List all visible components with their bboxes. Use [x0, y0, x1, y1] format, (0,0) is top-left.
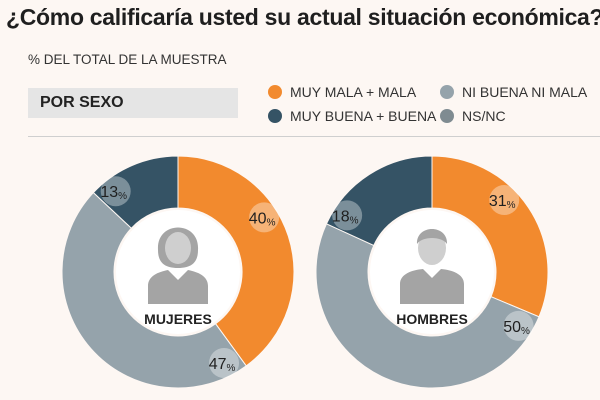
legend-item-muy-buena: MUY BUENA + BUENA: [268, 108, 436, 124]
chart-subtitle: % DEL TOTAL DE LA MUESTRA: [28, 52, 227, 67]
mujeres-label-bubble-0: [249, 202, 280, 233]
chart-title: ¿Cómo calificaría usted su actual situac…: [6, 4, 600, 30]
legend-swatch-ni-buena: [440, 85, 454, 99]
legend-label-nsnc: NS/NC: [462, 108, 506, 124]
legend-label-muy-mala: MUY MALA + MALA: [290, 84, 417, 100]
mujeres-label-bubble-2: [100, 176, 131, 207]
mujeres-label-bubble-1: [209, 348, 240, 379]
legend-label-ni-buena: NI BUENA NI MALA: [462, 84, 588, 100]
legend-swatch-muy-mala: [268, 85, 282, 99]
mujeres-slice-0: [177, 155, 295, 367]
hombres-label-bubble-2: [332, 200, 363, 231]
legend-item-ni-buena: NI BUENA NI MALA: [440, 84, 587, 100]
hombres-label: HOMBRES: [396, 311, 468, 327]
male-person-icon: [400, 229, 464, 304]
mujeres-label: MUJERES: [144, 311, 212, 327]
legend-label-muy-buena: MUY BUENA + BUENA: [290, 108, 437, 124]
mujeres-center: [116, 210, 240, 334]
section-label: POR SEXO: [40, 94, 124, 111]
section-header: POR SEXO: [28, 88, 238, 118]
hombres-label-bubble-1: [503, 310, 534, 341]
female-person-icon: [148, 227, 208, 304]
hombres-slice-0: [431, 155, 549, 318]
legend-item-nsnc: NS/NC: [440, 108, 506, 124]
mujeres-slice-2: [92, 155, 179, 229]
mujeres-slice-1: [61, 191, 247, 389]
hombres-slice-1: [315, 223, 540, 389]
divider: [28, 136, 600, 137]
legend-item-muy-mala: MUY MALA + MALA: [268, 84, 416, 100]
legend-swatch-muy-buena: [268, 109, 282, 123]
hombres-slice-2: [325, 155, 433, 247]
legend-swatch-nsnc: [440, 109, 454, 123]
hombres-label-bubble-0: [489, 184, 520, 215]
